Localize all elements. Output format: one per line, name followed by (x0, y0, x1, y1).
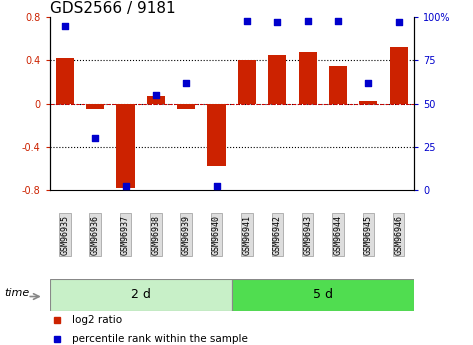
Bar (359, 101, 377, 104)
Bar (86, 104, 104, 109)
Bar (298, 52, 317, 104)
Point (122, 184, 129, 189)
Bar (329, 66, 347, 104)
Text: GSM96940: GSM96940 (212, 215, 221, 255)
Point (61, 23, 69, 29)
Bar (116, 104, 135, 188)
Point (183, 80, 190, 86)
Text: GSM96944: GSM96944 (333, 215, 342, 255)
Bar (238, 60, 256, 104)
Bar (50, 279, 232, 311)
Bar (232, 279, 414, 311)
Text: GSM96936: GSM96936 (91, 215, 100, 255)
Text: percentile rank within the sample: percentile rank within the sample (71, 334, 247, 344)
Bar (177, 104, 195, 109)
Text: 2 d: 2 d (131, 288, 151, 302)
Text: 5 d: 5 d (313, 288, 333, 302)
Bar (56, 58, 74, 104)
Text: GSM96941: GSM96941 (243, 215, 252, 255)
Text: GSM96935: GSM96935 (61, 215, 70, 255)
Bar (208, 104, 226, 166)
Text: GSM96939: GSM96939 (182, 215, 191, 255)
Bar (268, 55, 286, 104)
Text: log2 ratio: log2 ratio (71, 315, 122, 325)
Text: GSM96945: GSM96945 (364, 215, 373, 255)
Text: time: time (4, 288, 29, 298)
Bar (147, 96, 165, 104)
Point (365, 80, 372, 86)
Point (304, 18, 311, 23)
Text: GSM96943: GSM96943 (303, 215, 312, 255)
Text: GSM96942: GSM96942 (273, 215, 282, 255)
Text: GSM96938: GSM96938 (151, 215, 160, 255)
Point (334, 18, 342, 23)
Text: GSM96937: GSM96937 (121, 215, 130, 255)
Point (395, 20, 403, 25)
Text: GDS2566 / 9181: GDS2566 / 9181 (50, 1, 175, 16)
Point (91, 135, 99, 141)
Point (273, 20, 281, 25)
Point (152, 92, 160, 98)
Bar (390, 47, 408, 104)
Point (243, 18, 251, 23)
Point (213, 184, 220, 189)
Text: GSM96946: GSM96946 (394, 215, 403, 255)
